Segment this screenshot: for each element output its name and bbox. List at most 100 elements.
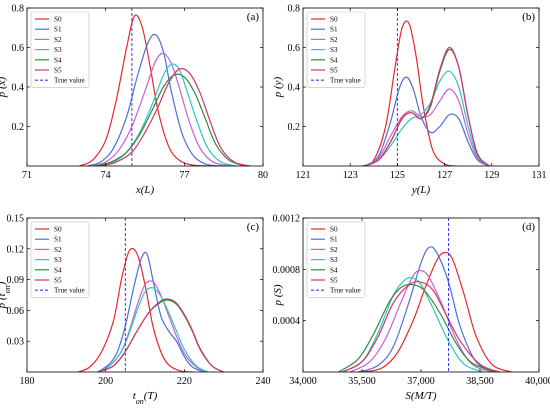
y-axis-label: p (ton) <box>0 281 12 309</box>
y-tick-label: 0.4 <box>12 83 25 94</box>
y-tick-label: 0.09 <box>7 275 25 286</box>
legend-box <box>30 221 90 298</box>
series-line-s5 <box>364 46 490 166</box>
y-tick-label: 0.15 <box>7 214 25 225</box>
x-axis-label: y(L) <box>411 184 431 196</box>
x-tick-label: 131 <box>532 170 547 181</box>
legend: S0 S1 S2 S3 S4 S5 True value <box>30 221 90 298</box>
series-line-s5 <box>97 298 224 372</box>
x-tick-label: 240 <box>256 376 271 387</box>
y-tick-label: 0.6 <box>288 43 301 54</box>
x-tick-label: 127 <box>437 170 452 181</box>
x-tick-label: 71 <box>22 170 32 181</box>
x-tick-label: 125 <box>390 170 405 181</box>
legend-label: S2 <box>54 36 62 44</box>
x-tick-label: 74 <box>101 170 111 181</box>
x-tick-label: 180 <box>20 376 35 387</box>
panel-tag: (a) <box>247 11 260 23</box>
series-line-s0 <box>77 247 193 372</box>
x-tick-label: 35,500 <box>348 376 376 387</box>
x-tick-label: 77 <box>179 170 189 181</box>
legend-label: S0 <box>54 226 62 234</box>
series-line-s1 <box>364 76 490 166</box>
legend-label: S2 <box>330 246 338 254</box>
series-line-s2 <box>364 88 490 166</box>
legend-label: S4 <box>54 56 62 64</box>
y-tick-label: 0.2 <box>288 122 301 133</box>
series-line-s1 <box>97 251 205 372</box>
y-tick-label: 0.0012 <box>273 214 301 225</box>
series-group <box>361 20 490 166</box>
y-tick-label: 0.06 <box>7 306 25 317</box>
legend: S0 S1 S2 S3 S4 S5 True value <box>30 11 90 88</box>
legend-label: S2 <box>330 36 338 44</box>
x-tick-label: 200 <box>98 376 113 387</box>
panel-d: 34,000 35,500 37,000 38,500 40,000 0.0004 0.00… <box>272 214 550 403</box>
series-line-s5 <box>342 281 500 372</box>
x-tick-label: 80 <box>258 170 268 181</box>
x-tick-label: 37,000 <box>407 376 435 387</box>
legend-label: S1 <box>330 26 338 34</box>
legend-label: S2 <box>54 246 62 254</box>
x-tick-label: 121 <box>296 170 311 181</box>
series-line-s0 <box>361 251 512 372</box>
panel-tag: (c) <box>247 221 260 233</box>
series-line-s3 <box>342 276 485 372</box>
y-tick-label: 0.2 <box>12 122 25 133</box>
panel-c: 180 200 220 240 0.03 0.06 0.09 0.12 0.15 ton(T) p … <box>0 214 271 406</box>
y-tick-label: 0.6 <box>12 43 25 54</box>
x-axis-label: S(M/T) <box>405 390 437 402</box>
x-tick-label: 220 <box>177 376 192 387</box>
legend-label: S5 <box>54 67 62 75</box>
y-axis-label: p (y) <box>272 76 284 98</box>
x-axis-label: x(L) <box>135 184 155 196</box>
legend-label: S5 <box>54 277 62 285</box>
legend-box <box>30 11 90 88</box>
y-axis-label: p (x) <box>0 76 8 98</box>
series-line-s1 <box>87 33 224 166</box>
series-group <box>79 14 251 166</box>
legend-label: S3 <box>54 256 62 264</box>
panel-a: 71 74 77 80 0.2 0.4 0.6 0.8 x(L) p (x) (a) S0 S1 S2 S3… <box>0 4 268 197</box>
y-tick-label: 0.12 <box>7 244 25 255</box>
legend-label: S4 <box>54 266 62 274</box>
series-group <box>77 247 224 372</box>
legend-label: S4 <box>330 266 338 274</box>
legend-label: S4 <box>330 56 338 64</box>
legend-label: S0 <box>330 16 338 24</box>
series-line-s2 <box>92 52 232 166</box>
legend: S0 S1 S2 S3 S4 S5 True value <box>306 11 366 88</box>
legend-label: S1 <box>54 236 62 244</box>
y-tick-label: 0.4 <box>288 83 301 94</box>
series-line-s5 <box>100 67 251 166</box>
legend-label: S0 <box>54 16 62 24</box>
x-tick-label: 123 <box>343 170 358 181</box>
x-tick-label: 34,000 <box>289 376 317 387</box>
x-tick-label: 40,000 <box>525 376 550 387</box>
legend-label: S1 <box>54 26 62 34</box>
legend-label: True value <box>330 287 361 295</box>
legend-label: S3 <box>330 46 338 54</box>
legend-label: True value <box>330 77 361 85</box>
series-line-s3 <box>364 70 490 166</box>
series-line-s2 <box>349 269 493 372</box>
legend-label: S0 <box>330 226 338 234</box>
legend-label: S5 <box>330 277 338 285</box>
series-group <box>338 246 512 372</box>
x-tick-label: 129 <box>484 170 499 181</box>
series-line-s1 <box>357 246 497 372</box>
axes-frame <box>26 217 264 373</box>
series-line-s4 <box>338 283 496 372</box>
y-tick-label: 0.0008 <box>273 265 301 276</box>
panel-b: 121 123 125 127 129 131 0.2 0.4 0.6 0.8 y(L) p (y) (… <box>272 4 547 197</box>
legend-label: S3 <box>54 46 62 54</box>
y-axis-label: p (S) <box>272 284 284 306</box>
panel-tag: (d) <box>522 221 535 233</box>
legend-box <box>306 221 366 298</box>
x-axis-label: ton(T) <box>133 390 158 406</box>
legend-label: S3 <box>330 256 338 264</box>
legend-label: S1 <box>330 236 338 244</box>
legend-label: True value <box>54 287 85 295</box>
series-line-s0 <box>79 14 211 166</box>
